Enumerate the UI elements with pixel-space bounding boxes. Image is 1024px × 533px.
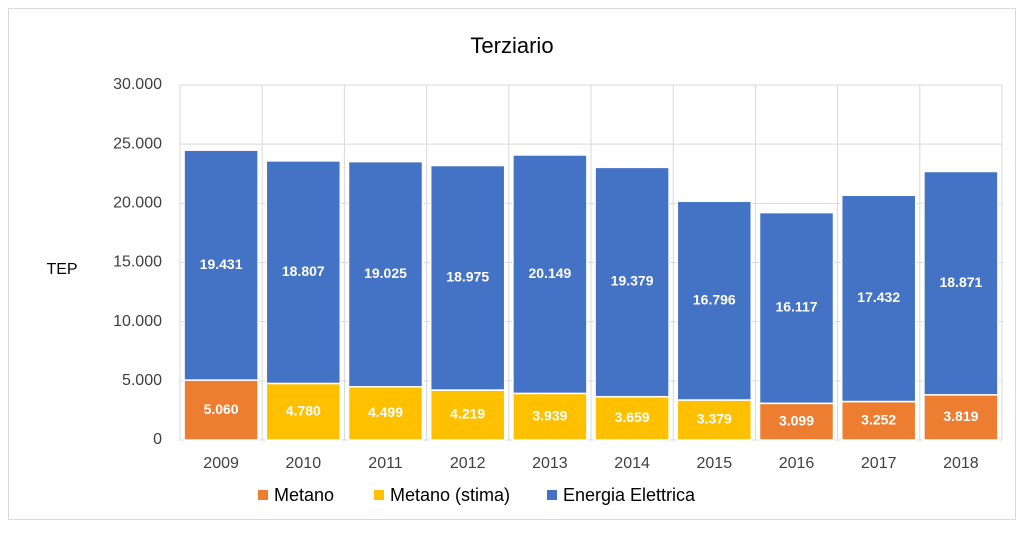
legend-label: Metano (stima) [390,485,510,505]
data-label: 18.871 [939,274,982,290]
bar-segment [676,399,753,441]
data-label: 18.807 [282,263,325,279]
bar-segment [512,392,588,441]
chart-title: Terziario [470,33,553,58]
data-label: 3.939 [532,407,567,423]
data-label: 4.780 [286,402,321,418]
data-label: 3.252 [861,411,896,427]
y-tick-label: 5.000 [122,372,162,389]
data-label: 19.379 [611,273,654,289]
x-tick-label: 2009 [203,455,239,472]
legend-swatch [374,490,384,500]
data-label: 4.499 [368,404,403,420]
data-label: 18.975 [446,269,489,285]
legend-label: Metano [274,485,334,505]
data-label: 4.219 [450,406,485,422]
legend-swatch [547,490,557,500]
bar-segment [923,170,999,396]
y-tick-label: 30.000 [113,76,162,93]
x-tick-label: 2016 [779,455,815,472]
x-tick-label: 2011 [368,455,403,472]
y-tick-label: 25.000 [113,135,162,152]
bar-segment [429,164,506,391]
bar-segment [265,160,342,385]
bar-segment [594,395,670,441]
y-tick-label: 10.000 [113,313,162,330]
y-axis-label: TEP [46,261,77,278]
x-tick-label: 2015 [697,455,733,472]
data-label: 17.432 [857,289,900,305]
y-tick-label: 15.000 [113,254,162,271]
bar-segment [347,160,424,388]
data-label: 3.379 [697,411,732,427]
legend-swatch [258,490,268,500]
bar-segment [594,166,670,398]
data-label: 3.099 [779,412,814,428]
x-tick-label: 2018 [943,455,979,472]
bar-segment [840,194,917,403]
bar-segment [676,200,753,401]
bar-segment [758,402,835,441]
x-tick-label: 2017 [861,455,897,472]
data-label: 19.431 [200,256,243,272]
bar-segment [512,154,588,395]
y-tick-label: 0 [153,431,162,448]
bar-segment [923,394,999,441]
x-tick-label: 2010 [286,455,322,472]
legend-label: Energia Elettrica [563,485,696,505]
x-tick-label: 2012 [450,455,486,472]
data-label: 20.149 [528,265,571,281]
data-label: 19.025 [364,265,407,281]
bar-segment [758,211,835,405]
bar-segment [183,149,259,381]
data-label: 3.819 [943,408,978,424]
x-tick-label: 2013 [532,455,568,472]
data-label: 3.659 [615,409,650,425]
y-tick-label: 20.000 [113,195,162,212]
data-label: 16.117 [775,299,817,315]
x-tick-label: 2014 [614,455,650,472]
data-label: 16.796 [693,291,736,307]
bar-segment [347,386,424,441]
data-label: 5.060 [204,401,239,417]
